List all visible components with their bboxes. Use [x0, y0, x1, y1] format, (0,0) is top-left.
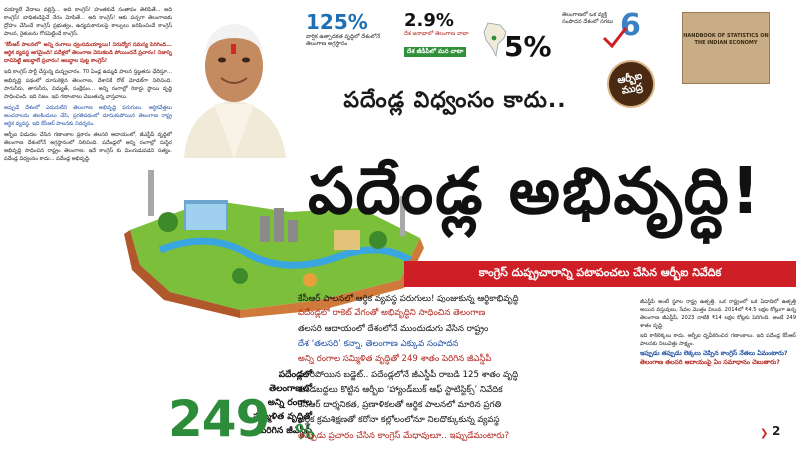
india-map-icon — [483, 22, 507, 58]
page-marker-icon: ❯ — [760, 428, 769, 439]
stat-caption: దేశ జనాభాలో తెలంగాణ వాటా — [404, 31, 469, 37]
highlight-line: ఆర్థిక క్రమశిక్షణతో కరోనా కల్లోలంలోనూ ని… — [298, 415, 500, 425]
highlight-line: తప్పుడు ప్రచారం చేసిన కాంగ్రెస్ మేధావులూ… — [298, 431, 510, 441]
stat-caption-line: తెలంగాణలో — [269, 384, 312, 394]
right-article-column: జీఎస్డీపీ అంటే స్థూల రాష్ట్ర ఉత్పత్తి. ఒ… — [640, 298, 796, 452]
stat-gdp-share: 5% — [504, 10, 562, 76]
highlight-line: అన్ని రంగాల సమ్మిళిత వృద్ధితో 249 శాతం ప… — [298, 354, 492, 364]
highlight-line: మారిపోయిన బడ్జెట్.. పదేండ్లలోనే జీఎస్డీప… — [298, 370, 519, 380]
stat-value: 5% — [504, 30, 552, 63]
stat-big-value: 249 — [168, 390, 270, 448]
left-paragraph: ఇది కాంగ్రెస్ పార్టీ చేస్తున్న దుష్ప్రచా… — [4, 69, 172, 100]
page-number: 2 — [772, 424, 781, 438]
red-banner: కాంగ్రెస్ దుష్ప్రచారాన్ని పటాపంచలు చేసిన… — [404, 261, 796, 287]
stat-caption: తెలంగాణలో ఒక వ్యక్తి సంపాదన దేశంలో సగటు — [562, 12, 614, 26]
right-question: ఇప్పుడు తప్పుడు లెక్కలు చెప్పిన కాంగ్రెస… — [640, 350, 788, 358]
highlight-line: కేసీఆర్ పాలనలో ఆర్థిక వ్యవస్థ పరుగులు! ప… — [298, 294, 519, 304]
stat-gdp-badge: దేశ జీడీపీలో మన వాటా — [404, 47, 467, 58]
stat-caption-line: పెరిగిన జీఎస్డీపీ — [259, 426, 312, 436]
highlight-line: పదేండ్లలో రాకెట్ వేగంతో అభివృద్ధిని సాధి… — [298, 308, 486, 318]
checkmark-icon — [602, 27, 628, 48]
left-paragraph: ఆర్బీఐ విడుదల చేసిన గణాంకాల ప్రకారం తలసర… — [4, 131, 172, 163]
banner-text: కాంగ్రెస్ దుష్ప్రచారాన్ని పటాపంచలు చేసిన… — [478, 266, 722, 279]
stat-big-unit: % — [295, 420, 316, 444]
right-question: తెలంగాణ తలసరి ఆదాయంపై ఏం సమాధానం చెబుతార… — [640, 358, 780, 366]
book-title: HANDBOOK OF STATISTICS ON THE INDIAN ECO… — [683, 33, 769, 46]
stat-income: తెలంగాణలో ఒక వ్యక్తి సంపాదన దేశంలో సగటు — [562, 12, 626, 78]
stat-value: 2.9% — [404, 10, 454, 31]
highlight-line: కుండబద్దలు కొట్టిన ఆర్బీఐ ‘హ్యాండ్‌బుక్ … — [298, 385, 503, 395]
rbi-handbook-cover: HANDBOOK OF STATISTICS ON THE INDIAN ECO… — [682, 12, 770, 84]
headline-big: పదేండ్ల అభివృద్ధి! — [308, 155, 762, 229]
telangana-development-illustration — [124, 170, 424, 318]
leader-portrait-photo — [174, 8, 294, 158]
left-paragraph: దయ్యాలే వేదాలు వల్లిస్తే... అది కాంగ్రెస… — [4, 7, 172, 38]
stat-caption-line: పదేండ్లలో — [278, 370, 312, 380]
stat-value: 125% — [306, 10, 368, 34]
stat-caption: వార్షిక ఉత్పాదకత వృద్ధిలో దేశంలోనే తెలంగ… — [306, 34, 381, 48]
highlight-line: తలసరి ఆదాయంలో దేశంలోనే ముందుడుగు వేసిన ర… — [298, 324, 489, 334]
stat-productivity: 125% వార్షిక ఉత్పాదకత వృద్ధిలో దేశంలోనే … — [306, 10, 394, 76]
right-paragraph: జీఎస్డీపీ అంటే స్థూల రాష్ట్ర ఉత్పత్తి. ఒ… — [640, 299, 796, 330]
stat-caption-line: అన్ని రంగాల — [267, 398, 312, 408]
gsdp-growth-stat: పదేండ్లలో తెలంగాణలో అన్ని రంగాల సమ్మిళిత… — [150, 326, 315, 452]
left-paragraph: అప్పుడే దేశంలో ఎదురులేని తెలంగాణ అభివృద్… — [4, 104, 172, 127]
left-paragraph: ‘కేసీఆర్ పాలనలో’ అన్ని రంగాలు ధ్వంసమయ్యా… — [4, 42, 172, 65]
highlights-column: కేసీఆర్ పాలనలో ఆర్థిక వ్యవస్థ పరుగులు! ప… — [298, 294, 636, 452]
highlight-line: కేసీఆర్ దార్శనికత, ప్రణాళికలతో ఆర్థిక పా… — [298, 400, 502, 410]
stats-strip: 125% వార్షిక ఉత్పాదకత వృద్ధిలో దేశంలోనే … — [300, 8, 720, 78]
stat-caption-line: సమ్మిళిత వృద్ధితో — [253, 412, 312, 422]
right-paragraph: ఇది కాకిలెక్కలు కాదు. ఆర్బీఐ ధృవీకరించిన… — [640, 333, 796, 348]
highlight-line: దేశ ‘తలసరి’ కన్నా, తెలంగాణ ఎక్కువ సంపాదన — [298, 339, 459, 349]
stat-value: 6 — [620, 8, 641, 43]
left-article-column: దయ్యాలే వేదాలు వల్లిస్తే... అది కాంగ్రెస… — [4, 6, 172, 452]
stat-population: 2.9% దేశ జనాభాలో తెలంగాణ వాటా దేశ జీడీపీ… — [404, 10, 496, 76]
headline-small: పదేండ్ల విధ్వంసం కాదు.. — [343, 88, 567, 113]
stat-rank: 6 — [620, 8, 650, 74]
